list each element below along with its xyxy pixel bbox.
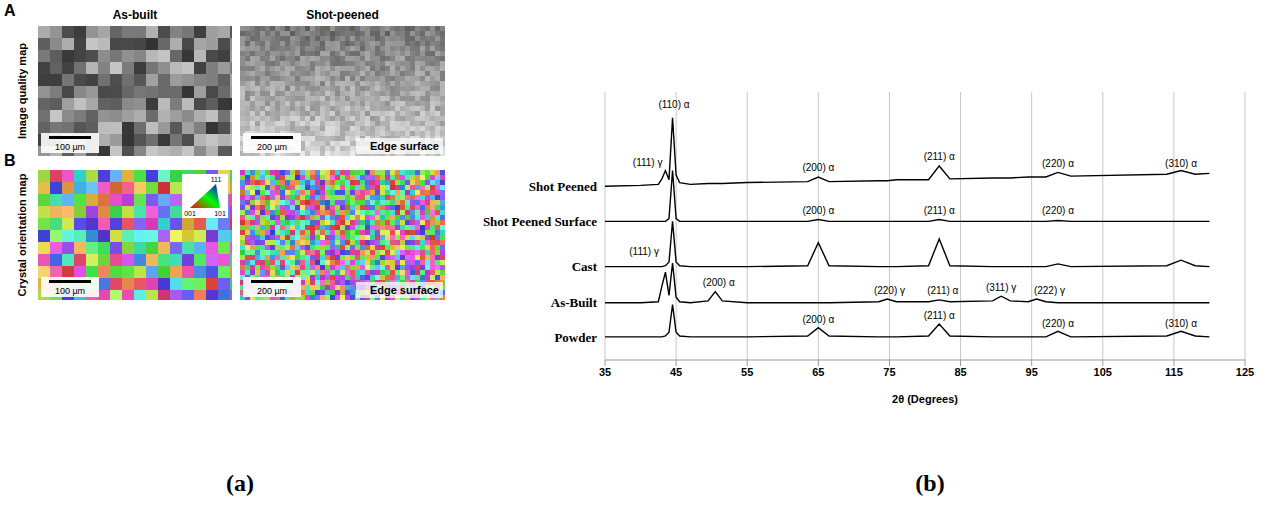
svg-text:200 µm: 200 µm bbox=[257, 286, 287, 296]
html-text:(b): (b) bbox=[915, 470, 945, 496]
svg-text:Crystal orientation map: Crystal orientation map bbox=[16, 173, 28, 296]
svg-text:65: 65 bbox=[812, 366, 824, 378]
svg-text:Image quality map: Image quality map bbox=[16, 43, 28, 139]
svg-text:105: 105 bbox=[1094, 366, 1112, 378]
svg-text:100 µm: 100 µm bbox=[55, 142, 85, 152]
svg-text:(211) α: (211) α bbox=[924, 151, 955, 162]
svg-text:(220) α: (220) α bbox=[1042, 205, 1074, 216]
svg-text:B: B bbox=[4, 152, 16, 169]
svg-text:111: 111 bbox=[211, 176, 222, 183]
svg-text:(200) α: (200) α bbox=[703, 277, 735, 288]
svg-text:(111) γ: (111) γ bbox=[629, 246, 659, 257]
svg-text:As-Built: As-Built bbox=[551, 295, 598, 310]
svg-text:(220) α: (220) α bbox=[1042, 318, 1074, 329]
svg-text:(220) γ: (220) γ bbox=[874, 285, 905, 296]
svg-text:Edge surface: Edge surface bbox=[370, 140, 439, 152]
svg-text:(200) α: (200) α bbox=[802, 314, 834, 325]
svg-text:45: 45 bbox=[670, 366, 682, 378]
svg-text:(211) α: (211) α bbox=[924, 205, 955, 216]
html-text:(a): (a) bbox=[226, 470, 254, 496]
svg-text:(211) α: (211) α bbox=[924, 310, 955, 321]
svg-text:As-built: As-built bbox=[113, 8, 158, 22]
svg-text:(310) α: (310) α bbox=[1165, 318, 1197, 329]
svg-text:75: 75 bbox=[883, 366, 895, 378]
svg-text:101: 101 bbox=[214, 210, 226, 217]
svg-text:Shot-peened: Shot-peened bbox=[306, 8, 379, 22]
svg-text:Cast: Cast bbox=[572, 259, 598, 274]
svg-text:(110) α: (110) α bbox=[658, 99, 689, 110]
svg-text:125: 125 bbox=[1236, 366, 1254, 378]
svg-text:200 µm: 200 µm bbox=[257, 142, 287, 152]
svg-text:Shot Peened Surface: Shot Peened Surface bbox=[483, 214, 597, 229]
svg-text:55: 55 bbox=[741, 366, 753, 378]
svg-text:(211) α: (211) α bbox=[927, 285, 958, 296]
svg-text:(200) α: (200) α bbox=[802, 205, 834, 216]
svg-text:(200) α: (200) α bbox=[802, 162, 834, 173]
svg-text:(311) γ: (311) γ bbox=[986, 282, 1016, 293]
svg-text:Powder: Powder bbox=[554, 330, 597, 345]
svg-text:(220) α: (220) α bbox=[1042, 158, 1074, 169]
svg-text:Shot Peened: Shot Peened bbox=[529, 179, 598, 194]
svg-text:115: 115 bbox=[1165, 366, 1183, 378]
svg-text:(111) γ: (111) γ bbox=[633, 157, 663, 168]
svg-text:A: A bbox=[4, 2, 16, 19]
svg-text:35: 35 bbox=[599, 366, 611, 378]
svg-text:2θ (Degrees): 2θ (Degrees) bbox=[892, 393, 958, 405]
svg-text:(222) γ: (222) γ bbox=[1034, 285, 1065, 296]
svg-text:001: 001 bbox=[184, 210, 196, 217]
svg-text:(310) α: (310) α bbox=[1165, 158, 1197, 169]
svg-text:85: 85 bbox=[954, 366, 966, 378]
svg-text:Edge surface: Edge surface bbox=[370, 284, 439, 296]
svg-text:100 µm: 100 µm bbox=[55, 286, 85, 296]
svg-text:95: 95 bbox=[1026, 366, 1038, 378]
